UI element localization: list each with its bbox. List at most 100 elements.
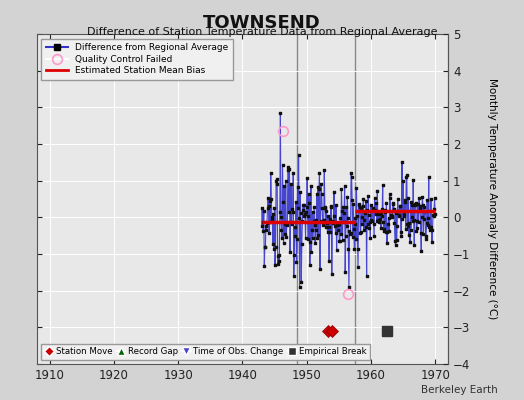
Point: [337, 186, 346, 192]
Point: [381, 209, 389, 215]
Point: [365, 224, 374, 231]
Point: [431, 211, 439, 217]
Point: [345, 284, 353, 290]
Point: [277, 227, 286, 233]
Point: [368, 206, 377, 213]
Point: [258, 205, 266, 211]
Point: [276, 208, 284, 215]
Point: [347, 170, 355, 177]
Point: [375, 219, 384, 226]
Point: [335, 238, 344, 244]
Point: [310, 204, 318, 210]
Point: [287, 181, 296, 188]
Point: [379, 226, 388, 232]
Point: [272, 176, 281, 182]
Point: [257, 223, 266, 229]
Point: [411, 202, 419, 208]
Point: [289, 208, 297, 215]
Point: [429, 212, 438, 219]
Point: [363, 273, 371, 279]
Point: [426, 227, 434, 233]
Point: [365, 212, 373, 218]
Point: [309, 235, 317, 242]
Point: [327, 202, 335, 209]
Point: [345, 228, 354, 234]
Point: [402, 171, 411, 178]
Point: [330, 188, 338, 195]
Point: [269, 211, 278, 217]
Point: [321, 204, 329, 210]
Point: [259, 208, 268, 214]
Point: [281, 178, 290, 184]
Point: [367, 202, 375, 208]
Point: [430, 206, 438, 212]
Point: [384, 221, 392, 228]
Point: [297, 278, 305, 285]
Point: [314, 184, 322, 190]
Point: [300, 212, 308, 219]
Point: [392, 237, 401, 244]
Point: [405, 220, 413, 227]
Point: [424, 214, 432, 221]
Point: [312, 216, 321, 223]
Point: [344, 246, 353, 253]
Point: [326, 204, 335, 210]
Point: [323, 229, 332, 235]
Point: [316, 266, 324, 272]
Point: [370, 195, 379, 201]
Point: [355, 201, 363, 208]
Point: [428, 226, 436, 233]
Point: [299, 207, 308, 214]
Point: [302, 204, 311, 210]
Point: [418, 214, 426, 221]
Point: [372, 200, 380, 206]
Point: [288, 205, 297, 212]
Point: [268, 214, 276, 220]
Point: [400, 197, 409, 203]
Point: [418, 194, 427, 200]
Point: [402, 174, 410, 180]
Point: [369, 205, 377, 211]
Point: [261, 244, 269, 250]
Point: [320, 217, 328, 223]
Point: [337, 231, 345, 238]
Point: [361, 210, 369, 216]
Point: [398, 216, 407, 222]
Point: [273, 181, 281, 188]
Point: [407, 213, 416, 220]
Point: [333, 220, 341, 227]
Point: [374, 217, 382, 223]
Point: [357, 221, 366, 227]
Point: [258, 218, 267, 225]
Point: [299, 202, 307, 208]
Point: [307, 183, 315, 189]
Point: [325, 216, 334, 223]
Point: [367, 216, 376, 223]
Point: [328, 219, 336, 226]
Point: [303, 175, 311, 182]
Point: [366, 235, 375, 241]
Point: [323, 220, 331, 226]
Point: [406, 199, 414, 205]
Point: [336, 215, 345, 222]
Text: Berkeley Earth: Berkeley Earth: [421, 385, 498, 395]
Point: [375, 211, 383, 218]
Point: [353, 213, 361, 220]
Point: [282, 220, 291, 227]
Point: [390, 220, 399, 226]
Text: Difference of Station Temperature Data from Regional Average: Difference of Station Temperature Data f…: [87, 27, 437, 37]
Point: [262, 227, 270, 234]
Point: [286, 219, 294, 226]
Point: [267, 170, 275, 176]
Point: [428, 238, 436, 245]
Point: [401, 226, 410, 232]
Point: [419, 202, 427, 208]
Point: [364, 221, 372, 228]
Point: [292, 199, 300, 206]
Point: [292, 259, 301, 265]
Point: [417, 248, 425, 254]
Point: [416, 203, 424, 209]
Point: [403, 221, 411, 227]
Point: [427, 196, 435, 202]
Point: [269, 241, 277, 248]
